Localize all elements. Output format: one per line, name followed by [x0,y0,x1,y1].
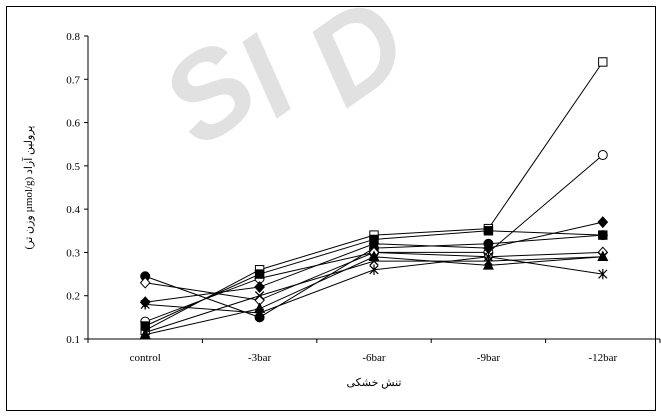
y-tick-label: 0.5 [66,161,80,173]
chart-frame [6,6,656,411]
y-tick-label: 0.2 [66,291,80,303]
data-point [369,264,379,275]
data-point [254,269,265,279]
y-axis-title: پرولین آزاد (µmol/g وزن تر) [22,126,35,250]
x-tick-label: -9bar [477,352,501,364]
x-tick-label: control [130,352,161,364]
axis-labels: 0.1 0.2 0.3 0.4 0.5 0.6 0.7 0.8 control -3bar -6ba… [22,31,617,389]
series-4 [140,226,608,331]
data-point [254,291,265,301]
y-tick-label: 0.4 [66,204,80,216]
data-point [139,328,151,339]
data-point [483,238,494,249]
data-point [482,259,494,270]
data-point [598,252,608,262]
series-5 [140,230,608,323]
data-point [140,327,150,338]
data-point [597,230,608,241]
data-point [597,150,608,161]
y-tick-label: 0.1 [66,334,80,346]
x-tick-label: -6bar [362,352,386,364]
y-tick-label: 0.6 [66,118,80,130]
data-point [140,299,150,310]
data-point [483,226,494,236]
x-tick-label: -3bar [248,352,272,364]
axes [84,35,661,343]
data-point [598,268,608,280]
data-point [254,307,265,319]
x-tick-label: -12bar [588,352,617,364]
data-point [139,276,151,289]
y-tick-label: 0.7 [66,74,80,86]
data-point [483,251,494,262]
data-point [369,256,379,266]
watermark: SID [138,0,431,171]
y-tick-label: 0.3 [66,247,80,259]
data-point [254,281,265,294]
y-tick-label: 0.8 [66,31,80,43]
x-axis-title: تنش خشکی [346,377,401,389]
series-group [139,57,609,339]
series-9 [140,251,608,319]
data-point [369,234,379,245]
data-point [598,57,608,67]
data-point [597,216,609,229]
